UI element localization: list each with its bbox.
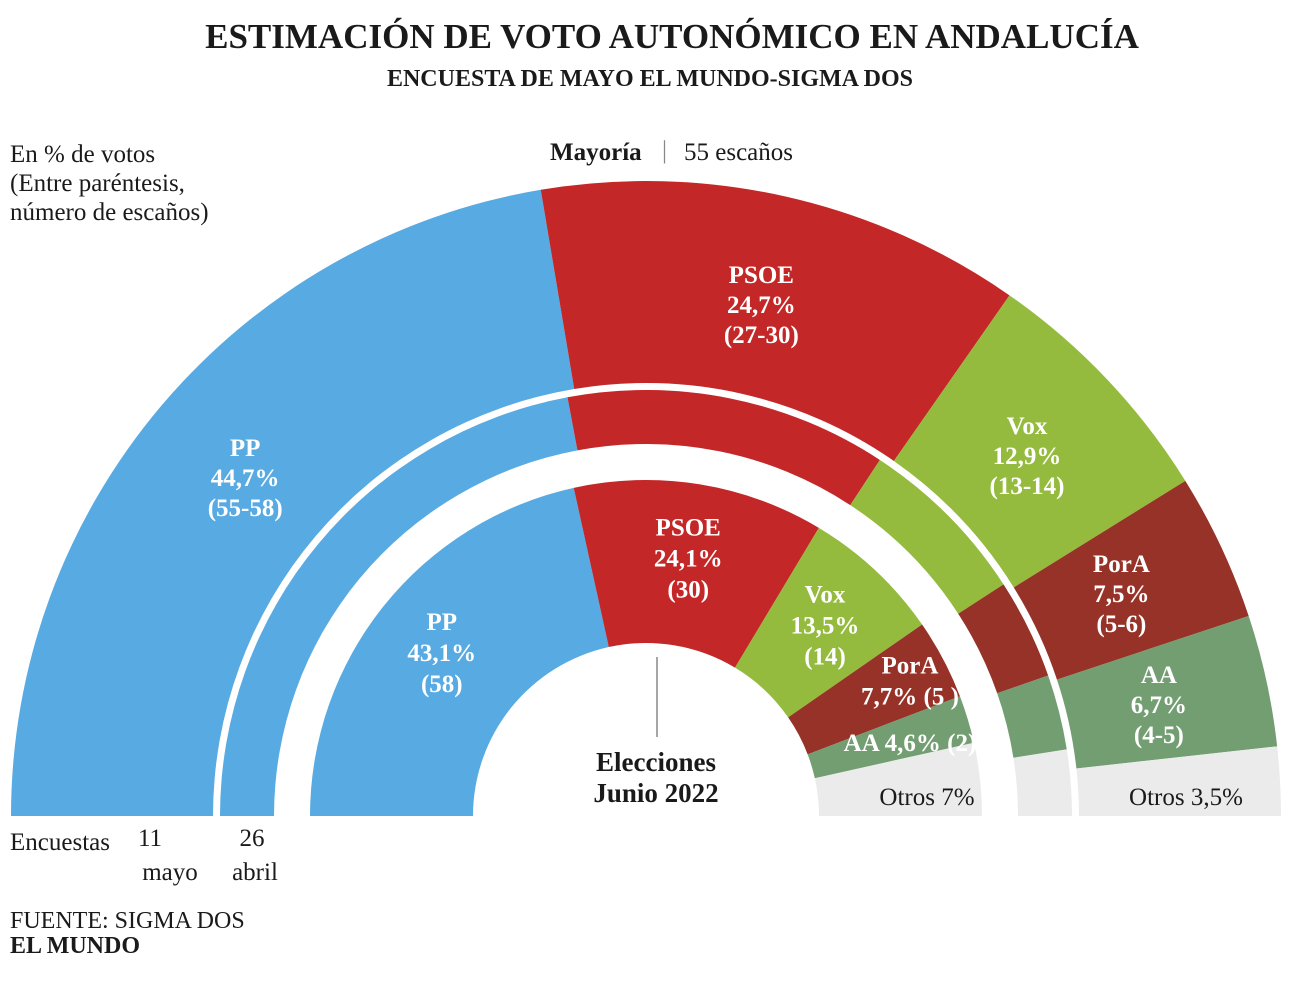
rings-group — [11, 181, 1281, 816]
majority-separator: | — [662, 137, 667, 164]
label-elecciones-junio-2022-vox-2: (14) — [804, 644, 846, 671]
unit-note-line1: En % de votos — [10, 141, 155, 168]
slice-elecciones-junio-2022-pp — [310, 487, 609, 816]
chart-subtitle: ENCUESTA DE MAYO EL MUNDO-SIGMA DOS — [387, 66, 913, 92]
label-elecciones-junio-2022-pp-0: PP — [427, 609, 458, 636]
slice-26-abril-pora — [958, 584, 1049, 694]
label-11-mayo-pora-1: 7,5% — [1093, 581, 1149, 608]
label-11-mayo-aa-0: AA — [1141, 662, 1177, 689]
label-11-mayo-aa-1: 6,7% — [1131, 692, 1187, 719]
label-elecciones-junio-2022-pp-1: 43,1% — [407, 640, 476, 667]
label-11-mayo-psoe-1: 24,7% — [727, 292, 796, 319]
label-11-mayo-vox-2: (13-14) — [990, 473, 1065, 500]
label-elecciones-junio-2022-psoe-2: (30) — [667, 576, 709, 603]
label-elecciones-junio-2022-pora-1: 7,7% (5 ) — [861, 684, 959, 711]
slice-26-abril-psoe — [567, 389, 880, 506]
slice-elecciones-junio-2022-aa — [807, 696, 974, 779]
slice-elecciones-junio-2022-psoe — [573, 479, 819, 668]
axis-label-11: 11 — [138, 825, 162, 852]
label-11-mayo-vox-1: 12,9% — [993, 443, 1062, 470]
source-note: FUENTE: SIGMA DOS — [10, 908, 245, 934]
label-elecciones-junio-2022-otros-0: Otros 7% — [879, 784, 974, 811]
label-elecciones-junio-2022-aa-0: AA 4,6% (2) — [844, 730, 977, 757]
label-11-mayo-pp-0: PP — [230, 435, 261, 462]
slice-labels-group: PP 44,7% (55-58) PSOE 24,7% (27-30) Vox 12,9% (1… — [208, 262, 1243, 811]
label-11-mayo-psoe-0: PSOE — [729, 262, 794, 289]
center-label-line2: Junio 2022 — [593, 778, 718, 808]
label-elecciones-junio-2022-psoe-1: 24,1% — [654, 545, 723, 572]
label-11-mayo-aa-2: (4-5) — [1134, 722, 1184, 749]
slice-11-mayo-psoe — [540, 181, 1010, 461]
unit-note-line2: (Entre paréntesis, — [10, 170, 185, 197]
slice-elecciones-junio-2022-pora — [788, 624, 960, 755]
slice-11-mayo-pp — [11, 189, 575, 816]
axis-label-mayo: mayo — [142, 859, 198, 886]
slice-11-mayo-pora — [1013, 480, 1249, 680]
brand-logo: EL MUNDO — [10, 933, 140, 959]
label-elecciones-junio-2022-pp-2: (58) — [421, 671, 463, 698]
axis-label-encuestas: Encuestas — [10, 829, 110, 856]
slice-11-mayo-otros — [1076, 746, 1281, 816]
slice-11-mayo-vox — [893, 295, 1186, 588]
slice-26-abril-vox — [850, 459, 1004, 614]
axis-label-26: 26 — [240, 825, 265, 852]
chart-title: ESTIMACIÓN DE VOTO AUTONÓMICO EN ANDALUC… — [205, 16, 1139, 56]
label-11-mayo-vox-0: Vox — [1007, 413, 1048, 440]
label-11-mayo-otros-0: Otros 3,5% — [1129, 784, 1243, 811]
slice-26-abril-aa — [997, 675, 1067, 758]
slice-26-abril-otros — [1013, 749, 1072, 816]
label-11-mayo-pora-0: PorA — [1093, 551, 1150, 578]
slice-elecciones-junio-2022-otros — [814, 742, 982, 816]
label-elecciones-junio-2022-psoe-0: PSOE — [656, 514, 721, 541]
majority-label: Mayoría — [550, 139, 642, 166]
slice-11-mayo-aa — [1056, 615, 1278, 769]
label-11-mayo-pp-2: (55-58) — [208, 495, 283, 522]
label-11-mayo-pora-2: (5-6) — [1096, 611, 1146, 638]
slice-26-abril-pp — [220, 397, 578, 816]
majority-value: 55 escaños — [684, 139, 793, 166]
slice-elecciones-junio-2022-vox — [734, 527, 923, 718]
label-11-mayo-psoe-2: (27-30) — [724, 322, 799, 349]
unit-note-line3: número de escaños) — [10, 199, 209, 226]
axis-label-abril: abril — [232, 859, 278, 886]
center-label-line1: Elecciones — [596, 747, 716, 777]
label-11-mayo-pp-1: 44,7% — [211, 465, 280, 492]
label-elecciones-junio-2022-vox-1: 13,5% — [791, 613, 860, 640]
label-elecciones-junio-2022-pora-0: PorA — [882, 653, 939, 680]
label-elecciones-junio-2022-vox-0: Vox — [805, 582, 846, 609]
